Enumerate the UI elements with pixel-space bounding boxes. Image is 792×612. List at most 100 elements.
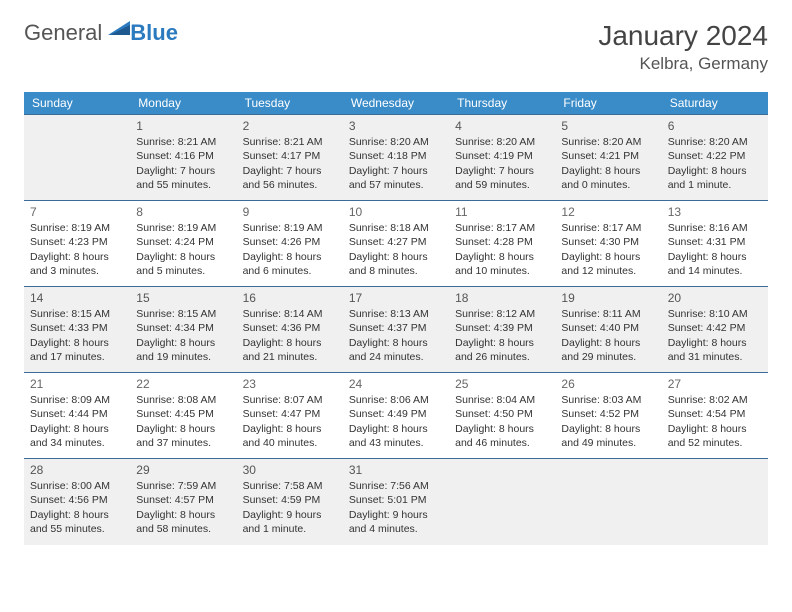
calendar-cell: 15Sunrise: 8:15 AMSunset: 4:34 PMDayligh… <box>130 287 236 373</box>
daylight-text-2: and 6 minutes. <box>243 264 337 278</box>
daylight-text: Daylight: 8 hours <box>561 250 655 264</box>
sunset-text: Sunset: 4:37 PM <box>349 321 443 335</box>
sunrise-text: Sunrise: 8:20 AM <box>349 135 443 149</box>
daylight-text-2: and 34 minutes. <box>30 436 124 450</box>
day-number: 9 <box>243 204 337 220</box>
sunrise-text: Sunrise: 8:15 AM <box>136 307 230 321</box>
daylight-text-2: and 31 minutes. <box>668 350 762 364</box>
sunrise-text: Sunrise: 8:10 AM <box>668 307 762 321</box>
daylight-text: Daylight: 8 hours <box>668 250 762 264</box>
daylight-text: Daylight: 8 hours <box>349 250 443 264</box>
sunrise-text: Sunrise: 8:19 AM <box>243 221 337 235</box>
dayhead-wed: Wednesday <box>343 92 449 115</box>
sunrise-text: Sunrise: 8:09 AM <box>30 393 124 407</box>
calendar-cell: 12Sunrise: 8:17 AMSunset: 4:30 PMDayligh… <box>555 201 661 287</box>
daylight-text: Daylight: 7 hours <box>349 164 443 178</box>
sunset-text: Sunset: 4:34 PM <box>136 321 230 335</box>
daylight-text-2: and 8 minutes. <box>349 264 443 278</box>
daylight-text: Daylight: 8 hours <box>668 164 762 178</box>
day-number: 28 <box>30 462 124 478</box>
calendar-cell: 20Sunrise: 8:10 AMSunset: 4:42 PMDayligh… <box>662 287 768 373</box>
logo-triangle-icon <box>108 17 130 40</box>
daylight-text-2: and 55 minutes. <box>136 178 230 192</box>
daylight-text-2: and 10 minutes. <box>455 264 549 278</box>
day-number: 14 <box>30 290 124 306</box>
daylight-text-2: and 40 minutes. <box>243 436 337 450</box>
calendar-cell: 21Sunrise: 8:09 AMSunset: 4:44 PMDayligh… <box>24 373 130 459</box>
daylight-text: Daylight: 8 hours <box>561 164 655 178</box>
sunrise-text: Sunrise: 8:18 AM <box>349 221 443 235</box>
day-number: 29 <box>136 462 230 478</box>
dayhead-tue: Tuesday <box>237 92 343 115</box>
logo: General Blue <box>24 20 178 46</box>
sunset-text: Sunset: 4:56 PM <box>30 493 124 507</box>
sunset-text: Sunset: 4:44 PM <box>30 407 124 421</box>
day-number: 27 <box>668 376 762 392</box>
day-number: 20 <box>668 290 762 306</box>
daylight-text: Daylight: 8 hours <box>668 336 762 350</box>
day-number: 16 <box>243 290 337 306</box>
calendar-cell: 25Sunrise: 8:04 AMSunset: 4:50 PMDayligh… <box>449 373 555 459</box>
sunrise-text: Sunrise: 8:13 AM <box>349 307 443 321</box>
sunset-text: Sunset: 4:27 PM <box>349 235 443 249</box>
daylight-text-2: and 17 minutes. <box>30 350 124 364</box>
daylight-text: Daylight: 7 hours <box>243 164 337 178</box>
sunset-text: Sunset: 4:45 PM <box>136 407 230 421</box>
dayhead-thu: Thursday <box>449 92 555 115</box>
calendar-cell: 29Sunrise: 7:59 AMSunset: 4:57 PMDayligh… <box>130 459 236 545</box>
day-number: 12 <box>561 204 655 220</box>
sunrise-text: Sunrise: 7:58 AM <box>243 479 337 493</box>
sunset-text: Sunset: 4:49 PM <box>349 407 443 421</box>
day-header-row: Sunday Monday Tuesday Wednesday Thursday… <box>24 92 768 115</box>
daylight-text: Daylight: 8 hours <box>349 336 443 350</box>
calendar-cell-empty <box>449 459 555 545</box>
sunset-text: Sunset: 4:33 PM <box>30 321 124 335</box>
calendar-row: 14Sunrise: 8:15 AMSunset: 4:33 PMDayligh… <box>24 287 768 373</box>
day-number: 4 <box>455 118 549 134</box>
sunrise-text: Sunrise: 7:56 AM <box>349 479 443 493</box>
calendar-cell: 7Sunrise: 8:19 AMSunset: 4:23 PMDaylight… <box>24 201 130 287</box>
daylight-text: Daylight: 8 hours <box>243 422 337 436</box>
daylight-text: Daylight: 8 hours <box>349 422 443 436</box>
calendar-row: 21Sunrise: 8:09 AMSunset: 4:44 PM Dayligh… <box>24 373 768 459</box>
sunrise-text: Sunrise: 8:11 AM <box>561 307 655 321</box>
sunrise-text: Sunrise: 8:16 AM <box>668 221 762 235</box>
sunset-text: Sunset: 4:19 PM <box>455 149 549 163</box>
sunset-text: Sunset: 4:36 PM <box>243 321 337 335</box>
daylight-text-2: and 3 minutes. <box>30 264 124 278</box>
sunrise-text: Sunrise: 8:20 AM <box>561 135 655 149</box>
day-number: 30 <box>243 462 337 478</box>
day-number: 19 <box>561 290 655 306</box>
title-block: January 2024 Kelbra, Germany <box>598 20 768 74</box>
sunset-text: Sunset: 4:59 PM <box>243 493 337 507</box>
sunrise-text: Sunrise: 8:06 AM <box>349 393 443 407</box>
dayhead-sun: Sunday <box>24 92 130 115</box>
dayhead-fri: Friday <box>555 92 661 115</box>
day-number: 26 <box>561 376 655 392</box>
daylight-text: Daylight: 8 hours <box>30 336 124 350</box>
sunset-text: Sunset: 4:30 PM <box>561 235 655 249</box>
day-number: 5 <box>561 118 655 134</box>
page-title: January 2024 <box>598 20 768 52</box>
sunset-text: Sunset: 4:18 PM <box>349 149 443 163</box>
sunrise-text: Sunrise: 8:02 AM <box>668 393 762 407</box>
sunset-text: Sunset: 4:17 PM <box>243 149 337 163</box>
sunrise-text: Sunrise: 8:20 AM <box>668 135 762 149</box>
daylight-text-2: and 21 minutes. <box>243 350 337 364</box>
sunset-text: Sunset: 4:26 PM <box>243 235 337 249</box>
daylight-text: Daylight: 8 hours <box>136 422 230 436</box>
daylight-text: Daylight: 9 hours <box>243 508 337 522</box>
calendar-cell: 10Sunrise: 8:18 AMSunset: 4:27 PMDayligh… <box>343 201 449 287</box>
sunset-text: Sunset: 4:23 PM <box>30 235 124 249</box>
daylight-text-2: and 55 minutes. <box>30 522 124 536</box>
sunrise-text: Sunrise: 8:17 AM <box>455 221 549 235</box>
daylight-text: Daylight: 8 hours <box>455 336 549 350</box>
calendar-body: 1Sunrise: 8:21 AMSunset: 4:16 PMDaylight… <box>24 115 768 545</box>
day-number: 2 <box>243 118 337 134</box>
day-number: 21 <box>30 376 124 392</box>
daylight-text-2: and 29 minutes. <box>561 350 655 364</box>
sunrise-text: Sunrise: 8:07 AM <box>243 393 337 407</box>
day-number: 23 <box>243 376 337 392</box>
day-number: 11 <box>455 204 549 220</box>
calendar-cell: 17Sunrise: 8:13 AMSunset: 4:37 PMDayligh… <box>343 287 449 373</box>
